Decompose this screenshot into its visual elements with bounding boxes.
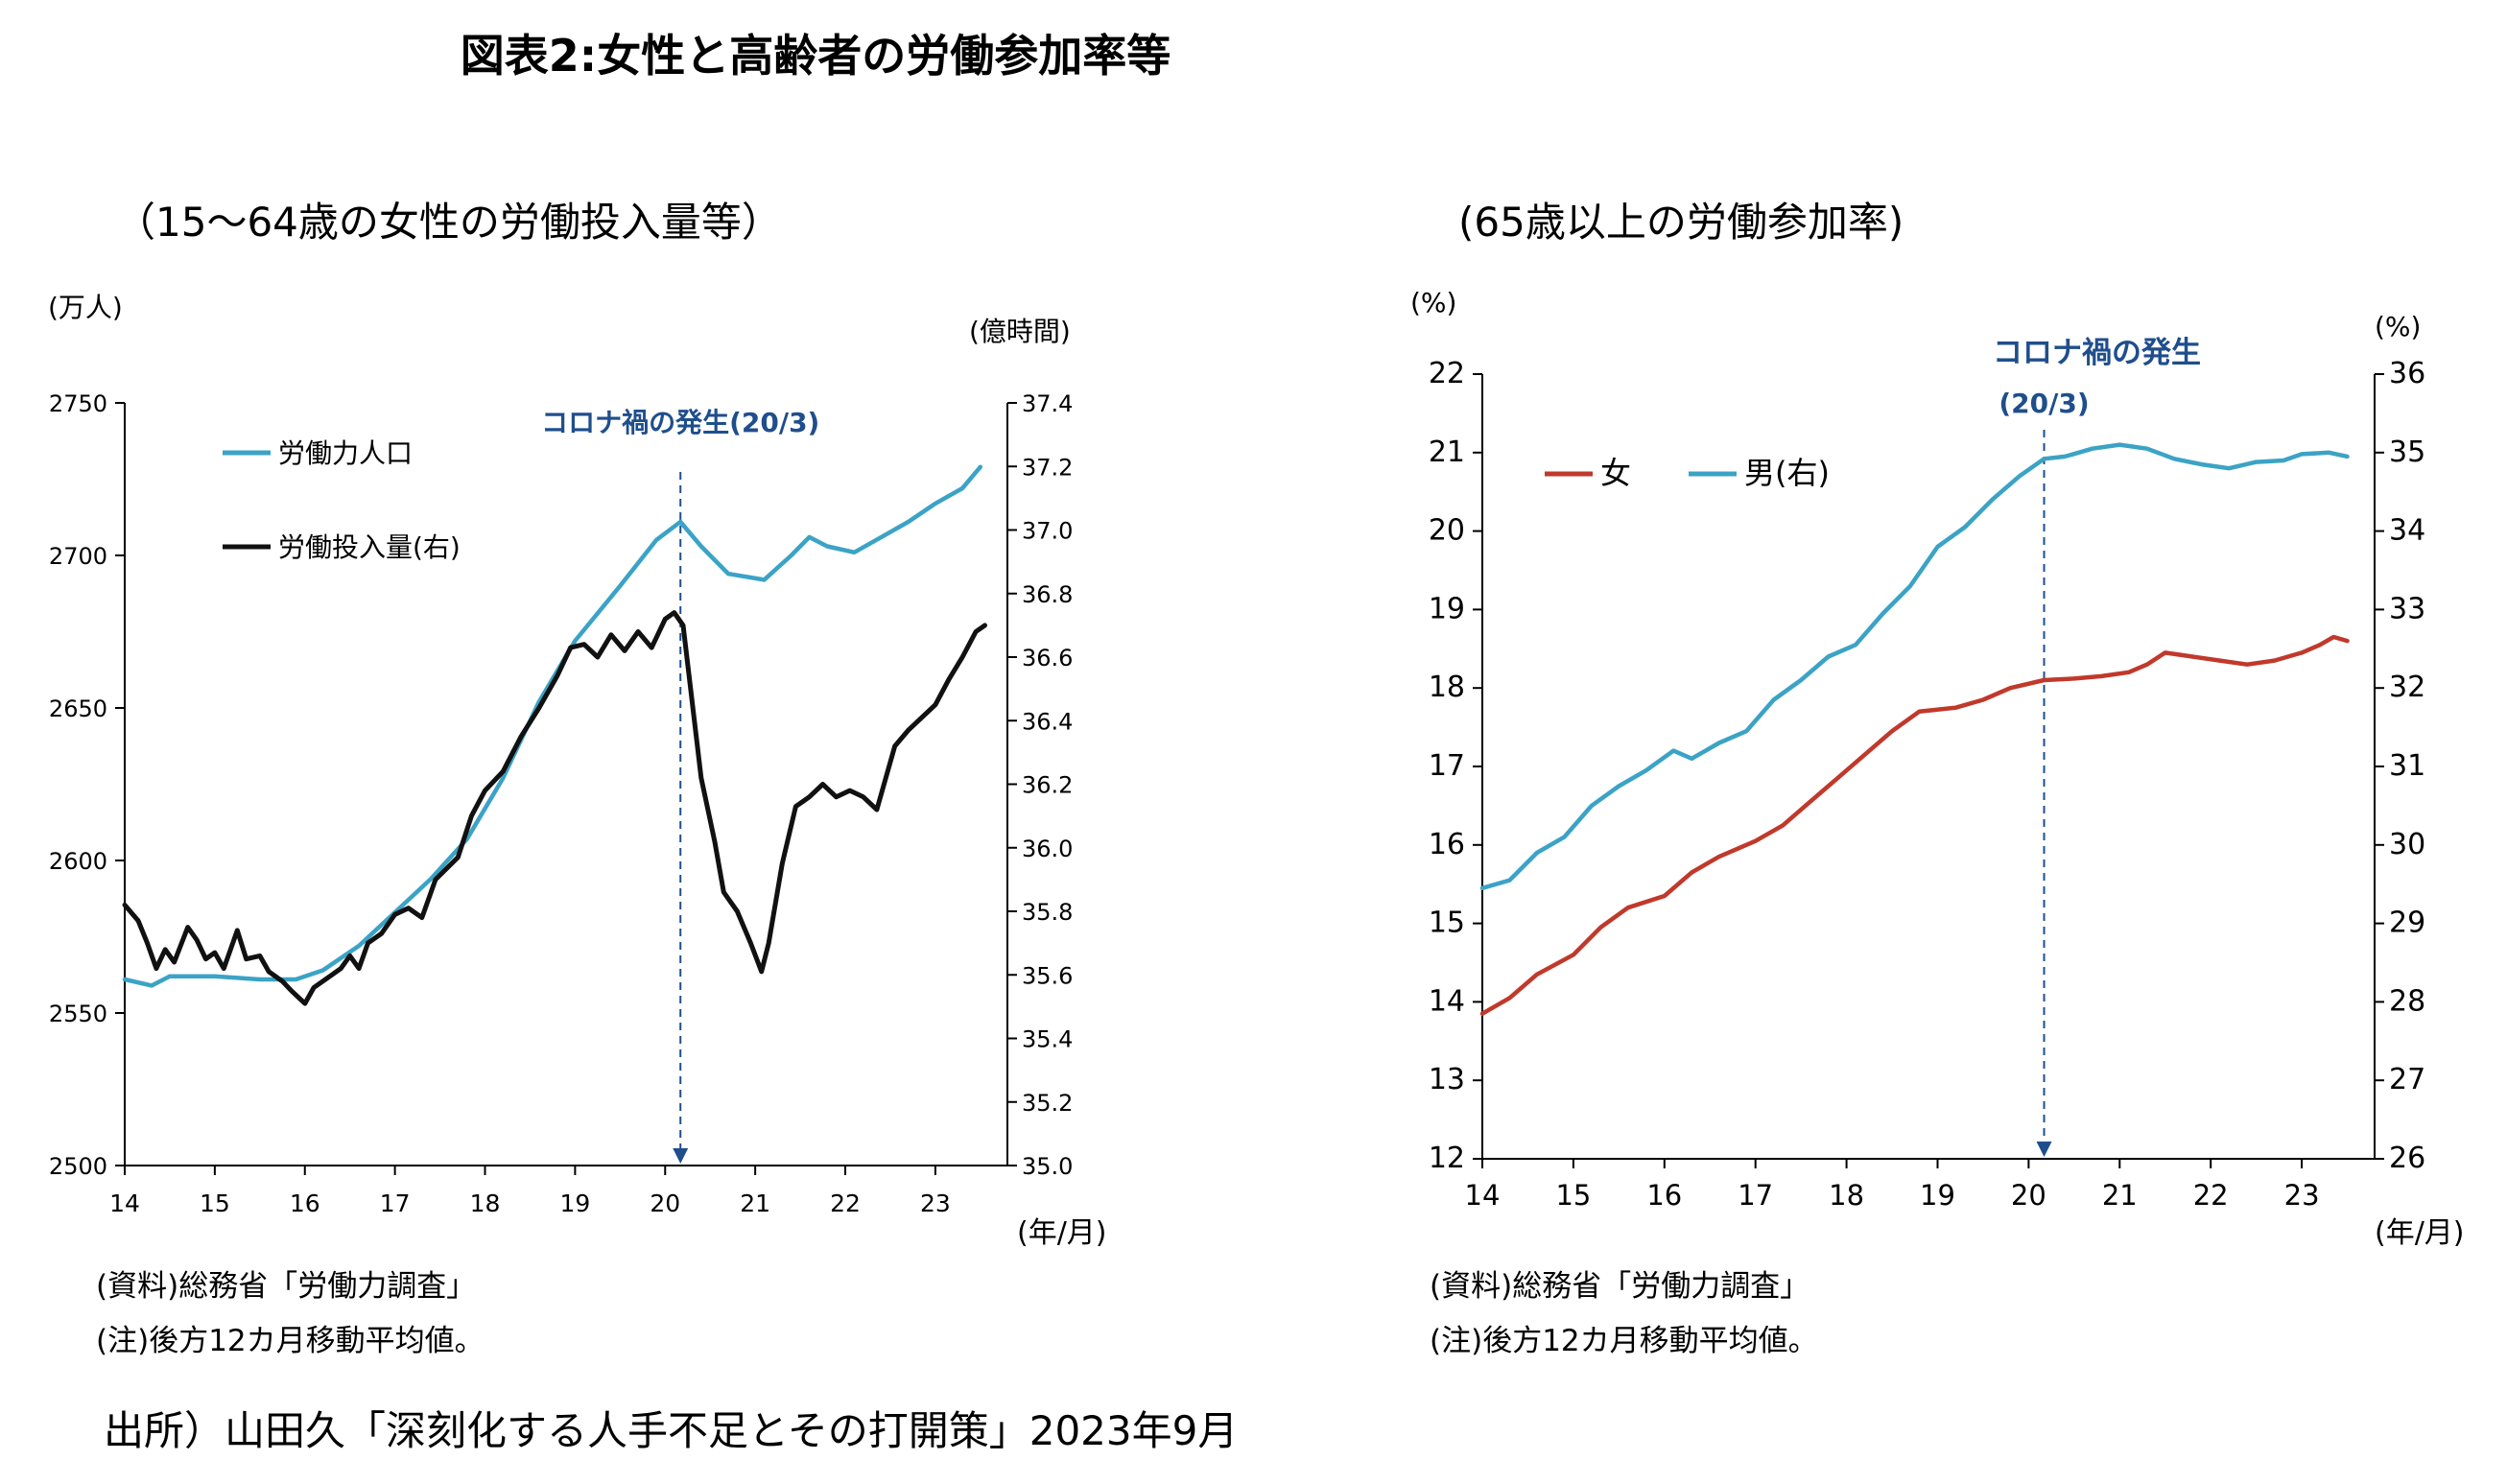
figure-title: 図表2:女性と高齢者の労働参加率等 <box>460 30 1171 82</box>
right-chart-x-tick-label: 19 <box>1920 1179 1955 1212</box>
left-chart-right-tick-label: 37.4 <box>1022 390 1073 417</box>
left-chart-left-tick-label: 2700 <box>49 543 107 570</box>
right-chart-x-tick-label: 15 <box>1555 1179 1591 1212</box>
left-chart-x-tick-label: 23 <box>920 1190 951 1217</box>
left-chart-left-tick-label: 2750 <box>49 390 107 417</box>
right-chart-x-unit: (年/月) <box>2375 1216 2465 1250</box>
right-chart-subtitle: (65歳以上の労働参加率) <box>1458 199 1904 246</box>
left-chart-x-tick-label: 18 <box>470 1190 501 1217</box>
right-chart-right-tick-label: 35 <box>2389 436 2425 469</box>
right-chart-left-tick-label: 18 <box>1429 671 1465 704</box>
right-chart-x-tick-label: 23 <box>2284 1179 2320 1212</box>
right-chart-series-1-line <box>1479 634 2350 1016</box>
right-chart-left-tick-label: 17 <box>1429 749 1465 783</box>
right-source-note: (資料)総務省「労働力調査」 <box>1430 1269 1810 1304</box>
right-chart-covid-arrow-icon <box>2036 1142 2052 1157</box>
right-chart-right-tick-label: 29 <box>2389 907 2425 940</box>
left-chart-right-tick-label: 36.6 <box>1022 645 1073 671</box>
right-chart-left-tick-label: 19 <box>1429 592 1465 625</box>
left-chart-right-unit: (億時間) <box>969 316 1071 347</box>
right-chart-right-tick-label: 32 <box>2389 671 2425 704</box>
right-chart-right-tick-label: 28 <box>2389 984 2425 1018</box>
right-chart-right-tick-label: 27 <box>2389 1063 2425 1096</box>
left-chart-covid-annotation: コロナ禍の発生(20/3) <box>541 407 819 438</box>
left-chart-right-tick-label: 35.8 <box>1022 899 1073 926</box>
right-chart-right-tick-label: 34 <box>2389 514 2425 548</box>
left-chart-x-tick-label: 16 <box>290 1190 320 1217</box>
left-chart-left-tick-label: 2500 <box>49 1153 107 1180</box>
source-citation: 出所）山田久「深刻化する人手不足とその打開策」2023年9月 <box>104 1407 1239 1454</box>
left-chart-left-tick-label: 2550 <box>49 1001 107 1027</box>
right-chart-left-tick-label: 14 <box>1429 984 1465 1018</box>
right-chart-legend-label-2: 男(右) <box>1744 455 1830 491</box>
right-chart-covid-annotation-date: (20/3) <box>1999 388 2089 419</box>
left-chart-covid-arrow-icon <box>673 1148 689 1164</box>
right-chart-left-tick-label: 16 <box>1429 828 1465 861</box>
right-chart-left-unit: (%) <box>1410 287 1456 318</box>
right-chart-x-tick-label: 20 <box>2011 1179 2046 1212</box>
right-chart-legend-label-1: 女 <box>1600 455 1631 491</box>
left-chart-x-unit: (年/月) <box>1017 1216 1107 1250</box>
left-chart-x-tick-label: 20 <box>650 1190 680 1217</box>
right-chart-left-tick-label: 21 <box>1429 436 1465 469</box>
left-chart-left-tick-label: 2650 <box>49 695 107 722</box>
left-chart-right-tick-label: 37.0 <box>1022 518 1073 545</box>
right-chart-right-tick-label: 30 <box>2389 828 2425 861</box>
left-method-note: (注)後方12カ月移動平均値。 <box>96 1324 485 1358</box>
left-chart-legend-label-2: 労働投入量(右) <box>278 531 461 563</box>
right-chart-x-tick-label: 21 <box>2102 1179 2138 1212</box>
right-chart-right-tick-label: 36 <box>2389 357 2425 390</box>
left-chart-x-tick-label: 15 <box>200 1190 230 1217</box>
left-chart-right-tick-label: 36.2 <box>1022 772 1073 799</box>
right-chart-right-tick-label: 31 <box>2389 749 2425 783</box>
right-chart-left-tick-label: 20 <box>1429 514 1465 548</box>
left-chart-x-tick-label: 19 <box>559 1190 590 1217</box>
right-chart-right-unit: (%) <box>2375 311 2421 342</box>
left-chart-x-tick-label: 14 <box>109 1190 140 1217</box>
right-chart-series-2-line <box>1479 442 2350 891</box>
left-chart-left-unit: (万人) <box>48 292 123 323</box>
left-chart-legend-label-1: 労働力人口 <box>278 437 413 469</box>
left-chart-right-tick-label: 35.6 <box>1022 962 1073 989</box>
right-chart-left-tick-label: 13 <box>1429 1063 1465 1096</box>
right-chart-x-tick-label: 18 <box>1829 1179 1864 1212</box>
right-chart-right-tick-label: 33 <box>2389 592 2425 625</box>
left-chart-x-tick-label: 21 <box>740 1190 770 1217</box>
right-method-note: (注)後方12カ月移動平均値。 <box>1430 1324 1818 1358</box>
left-chart-right-tick-label: 35.4 <box>1022 1026 1073 1053</box>
left-chart-right-tick-label: 35.2 <box>1022 1090 1073 1117</box>
right-chart-x-tick-label: 14 <box>1465 1179 1501 1212</box>
left-chart-x-tick-label: 22 <box>830 1190 861 1217</box>
right-chart-left-tick-label: 22 <box>1429 357 1465 390</box>
left-chart-right-tick-label: 37.2 <box>1022 454 1073 481</box>
left-chart-x-tick-label: 17 <box>380 1190 411 1217</box>
left-chart-series-2-line <box>122 610 987 1006</box>
right-chart-x-tick-label: 22 <box>2193 1179 2229 1212</box>
left-chart-right-tick-label: 35.0 <box>1022 1153 1073 1180</box>
left-chart-right-tick-label: 36.8 <box>1022 581 1073 608</box>
right-chart-covid-annotation: コロナ禍の発生 <box>1993 336 2201 370</box>
right-chart-x-tick-label: 17 <box>1738 1179 1773 1212</box>
left-chart-left-tick-label: 2600 <box>49 848 107 875</box>
left-chart-right-tick-label: 36.4 <box>1022 708 1073 735</box>
left-chart-right-tick-label: 36.0 <box>1022 836 1073 862</box>
right-chart-left-tick-label: 12 <box>1429 1142 1465 1175</box>
left-source-note: (資料)総務省「労働力調査」 <box>96 1269 477 1304</box>
right-chart-right-tick-label: 26 <box>2389 1142 2425 1175</box>
right-chart-left-tick-label: 15 <box>1429 907 1465 940</box>
right-chart-x-tick-label: 16 <box>1646 1179 1682 1212</box>
left-chart-subtitle: （15〜64歳の女性の労働投入量等） <box>115 199 782 246</box>
